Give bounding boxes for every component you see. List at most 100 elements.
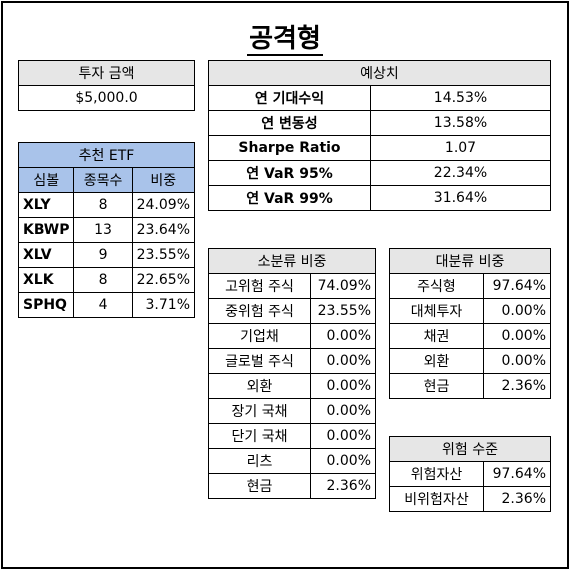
- risk-level-table: 위험 수준 위험자산 97.64% 비위험자산 2.36%: [389, 436, 551, 512]
- main-class-value: 0.00%: [483, 348, 551, 374]
- sub-class-value: 0.00%: [310, 323, 376, 349]
- table-row: 현금 2.36%: [389, 373, 551, 399]
- sub-class-label: 리츠: [208, 448, 311, 474]
- risk-level-value: 2.36%: [483, 486, 551, 512]
- sub-class-label: 중위험 주식: [208, 298, 311, 324]
- main-class-value: 97.64%: [483, 273, 551, 299]
- table-row: 비위험자산 2.36%: [389, 486, 551, 512]
- investment-header: 투자 금액: [18, 60, 195, 86]
- table-row: 주식형 97.64%: [389, 273, 551, 299]
- forecast-value: 31.64%: [370, 185, 551, 211]
- etf-count: 8: [73, 267, 133, 293]
- main-class-label: 채권: [389, 323, 484, 349]
- forecast-value: 14.53%: [370, 85, 551, 111]
- sub-class-value: 74.09%: [310, 273, 376, 299]
- sub-class-label: 장기 국채: [208, 398, 311, 424]
- main-class-value: 0.00%: [483, 298, 551, 324]
- table-row: 대체투자 0.00%: [389, 298, 551, 324]
- forecast-table: 예상치 연 기대수익 14.53% 연 변동성 13.58% Sharpe Ra…: [208, 60, 551, 211]
- table-row: 외환 0.00%: [389, 348, 551, 374]
- etf-table: 추천 ETF 심볼 종목수 비중 XLY 8 24.09% KBWP 13 23…: [17, 142, 196, 318]
- table-row: 단기 국채 0.00%: [208, 423, 376, 449]
- etf-symbol: XLY: [17, 192, 75, 218]
- etf-column-headers: 심볼 종목수 비중: [17, 167, 196, 193]
- etf-weight: 22.65%: [131, 267, 196, 293]
- investment-amount: $5,000.0: [18, 85, 195, 111]
- etf-weight: 23.64%: [131, 217, 196, 243]
- sub-class-label: 글로벌 주식: [208, 348, 311, 374]
- main-class-label: 외환: [389, 348, 484, 374]
- table-row: 고위험 주식 74.09%: [208, 273, 376, 299]
- sub-class-value: 23.55%: [310, 298, 376, 324]
- column-header-weight: 비중: [131, 167, 196, 193]
- etf-weight: 24.09%: [131, 192, 196, 218]
- etf-count: 13: [73, 217, 133, 243]
- etf-symbol: XLK: [17, 267, 75, 293]
- main-class-header: 대분류 비중: [389, 248, 551, 274]
- sub-class-label: 단기 국채: [208, 423, 311, 449]
- column-header-count: 종목수: [73, 167, 133, 193]
- etf-count: 4: [73, 292, 133, 318]
- table-row: 글로벌 주식 0.00%: [208, 348, 376, 374]
- table-row: 연 VaR 99% 31.64%: [208, 185, 551, 211]
- table-row: 연 VaR 95% 22.34%: [208, 160, 551, 186]
- table-row: XLK 8 22.65%: [17, 267, 196, 293]
- forecast-label: 연 기대수익: [208, 85, 371, 111]
- risk-level-label: 비위험자산: [389, 486, 484, 512]
- risk-level-value: 97.64%: [483, 461, 551, 487]
- forecast-label: 연 VaR 95%: [208, 160, 371, 186]
- table-row: 채권 0.00%: [389, 323, 551, 349]
- table-row: XLV 9 23.55%: [17, 242, 196, 268]
- page-title: 공격형: [247, 24, 323, 56]
- table-row: Sharpe Ratio 1.07: [208, 135, 551, 161]
- sub-class-label: 고위험 주식: [208, 273, 311, 299]
- sub-class-value: 2.36%: [310, 473, 376, 499]
- risk-level-header: 위험 수준: [389, 436, 551, 462]
- sub-class-value: 0.00%: [310, 398, 376, 424]
- investment-table: 투자 금액 $5,000.0: [18, 60, 195, 111]
- table-row: 리츠 0.00%: [208, 448, 376, 474]
- main-class-label: 대체투자: [389, 298, 484, 324]
- main-class-label: 주식형: [389, 273, 484, 299]
- sub-class-header: 소분류 비중: [208, 248, 376, 274]
- sub-class-label: 현금: [208, 473, 311, 499]
- forecast-header: 예상치: [208, 60, 551, 86]
- sub-class-label: 기업채: [208, 323, 311, 349]
- table-row: XLY 8 24.09%: [17, 192, 196, 218]
- forecast-label: Sharpe Ratio: [208, 135, 371, 161]
- table-row: SPHQ 4 3.71%: [17, 292, 196, 318]
- forecast-value: 13.58%: [370, 110, 551, 136]
- table-row: 장기 국채 0.00%: [208, 398, 376, 424]
- table-row: 외환 0.00%: [208, 373, 376, 399]
- etf-count: 9: [73, 242, 133, 268]
- table-row: 연 변동성 13.58%: [208, 110, 551, 136]
- etf-count: 8: [73, 192, 133, 218]
- sub-class-value: 0.00%: [310, 448, 376, 474]
- etf-weight: 23.55%: [131, 242, 196, 268]
- table-row: 현금 2.36%: [208, 473, 376, 499]
- sub-class-label: 외환: [208, 373, 311, 399]
- forecast-value: 1.07: [370, 135, 551, 161]
- main-class-value: 2.36%: [483, 373, 551, 399]
- table-row: 위험자산 97.64%: [389, 461, 551, 487]
- sub-class-value: 0.00%: [310, 373, 376, 399]
- etf-header: 추천 ETF: [18, 142, 195, 168]
- etf-symbol: SPHQ: [17, 292, 75, 318]
- etf-symbol: KBWP: [17, 217, 75, 243]
- forecast-label: 연 변동성: [208, 110, 371, 136]
- column-header-symbol: 심볼: [17, 167, 75, 193]
- etf-symbol: XLV: [17, 242, 75, 268]
- table-row: KBWP 13 23.64%: [17, 217, 196, 243]
- etf-weight: 3.71%: [131, 292, 196, 318]
- sub-class-value: 0.00%: [310, 348, 376, 374]
- main-class-value: 0.00%: [483, 323, 551, 349]
- main-class-label: 현금: [389, 373, 484, 399]
- forecast-value: 22.34%: [370, 160, 551, 186]
- sub-class-table: 소분류 비중 고위험 주식 74.09% 중위험 주식 23.55% 기업채 0…: [208, 248, 376, 499]
- risk-level-label: 위험자산: [389, 461, 484, 487]
- table-row: 중위험 주식 23.55%: [208, 298, 376, 324]
- forecast-label: 연 VaR 99%: [208, 185, 371, 211]
- table-row: 연 기대수익 14.53%: [208, 85, 551, 111]
- table-row: 기업채 0.00%: [208, 323, 376, 349]
